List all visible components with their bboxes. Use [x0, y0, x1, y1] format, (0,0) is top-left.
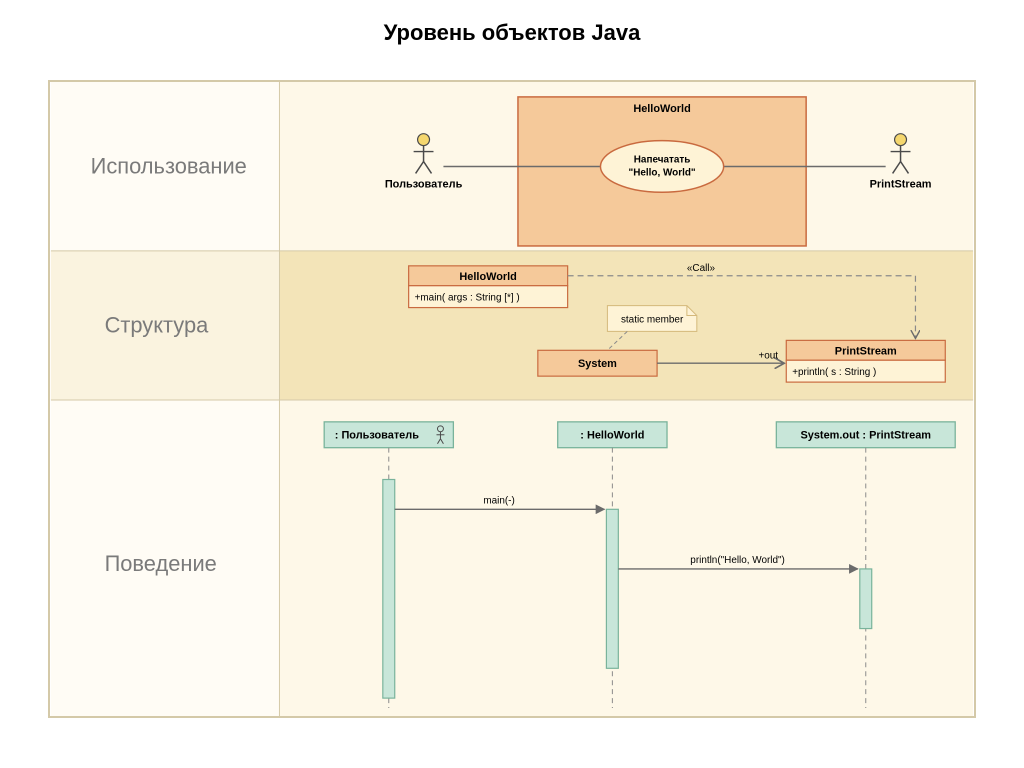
usecase-text-1: Напечатать	[634, 154, 691, 165]
lifeline-user-label: : Пользователь	[335, 430, 419, 442]
class-system: System	[538, 350, 657, 376]
row-usage-label: Использование	[91, 153, 247, 178]
activation-printstream	[860, 569, 872, 629]
dependency-call-label: «Call»	[687, 263, 716, 274]
row-structure-label: Структура	[105, 312, 210, 337]
page-title: Уровень объектов Java	[0, 0, 1024, 56]
class-system-title: System	[578, 358, 617, 370]
diagram-frame: Использование Структура Поведение HelloW…	[48, 80, 976, 718]
note-static-member: static member	[607, 306, 696, 332]
class-helloworld-title: HelloWorld	[459, 271, 516, 283]
actor-printstream-label: PrintStream	[870, 178, 932, 190]
activation-helloworld	[606, 509, 618, 668]
assoc-out-label: +out	[758, 350, 778, 361]
row-behavior-label: Поведение	[105, 551, 217, 576]
diagram-svg: Использование Структура Поведение HelloW…	[50, 82, 974, 716]
class-printstream-title: PrintStream	[835, 345, 897, 357]
message-main-label: main(-)	[483, 495, 514, 506]
actor-user-label: Пользователь	[385, 178, 463, 190]
usecase-text-2: "Hello, World"	[628, 167, 695, 178]
note-static-member-text: static member	[621, 314, 684, 325]
class-printstream: PrintStream +println( s : String )	[786, 340, 945, 382]
class-printstream-method: +println( s : String )	[792, 367, 876, 378]
activation-user	[383, 479, 395, 698]
lifeline-helloworld-label: : HelloWorld	[580, 430, 644, 442]
class-helloworld-method: +main( args : String [*] )	[415, 293, 520, 304]
message-println-label: println("Hello, World")	[690, 555, 785, 566]
lifeline-printstream-label: System.out : PrintStream	[801, 430, 932, 442]
usecase-container-title: HelloWorld	[633, 103, 690, 115]
class-helloworld: HelloWorld +main( args : String [*] )	[409, 266, 568, 308]
